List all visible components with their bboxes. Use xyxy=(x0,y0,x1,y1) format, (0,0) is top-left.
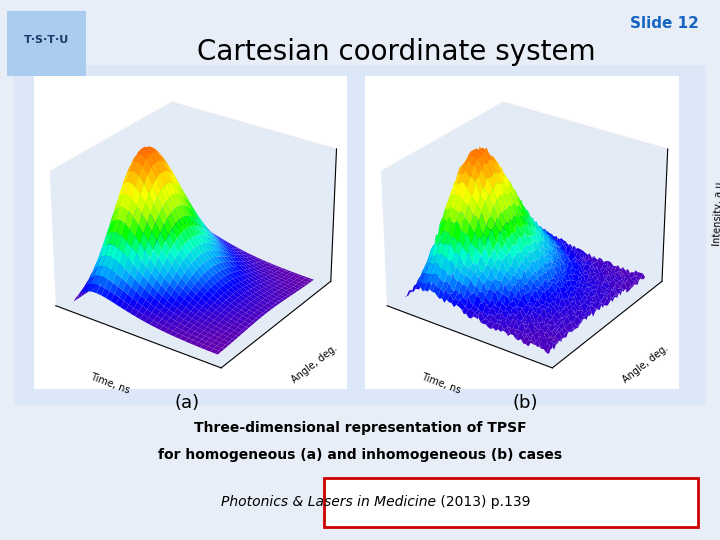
Text: Cartesian coordinate system: Cartesian coordinate system xyxy=(197,38,595,66)
Text: (2013) p.139: (2013) p.139 xyxy=(436,495,531,509)
Text: Three-dimensional representation of TPSF: Three-dimensional representation of TPSF xyxy=(194,421,526,435)
FancyBboxPatch shape xyxy=(14,65,706,405)
X-axis label: Time, ns: Time, ns xyxy=(89,372,131,395)
FancyBboxPatch shape xyxy=(324,478,698,526)
Y-axis label: Angle, deg.: Angle, deg. xyxy=(289,342,339,384)
Text: (b): (b) xyxy=(513,394,539,412)
Text: T·S·T·U: T·S·T·U xyxy=(24,35,69,45)
X-axis label: Time, ns: Time, ns xyxy=(420,372,462,395)
Text: Photonics & Lasers in Medicine: Photonics & Lasers in Medicine xyxy=(221,495,436,509)
Text: for homogeneous (a) and inhomogeneous (b) cases: for homogeneous (a) and inhomogeneous (b… xyxy=(158,448,562,462)
Text: Slide 12: Slide 12 xyxy=(629,16,698,31)
FancyBboxPatch shape xyxy=(4,8,91,79)
Y-axis label: Angle, deg.: Angle, deg. xyxy=(621,342,670,384)
Text: (a): (a) xyxy=(175,394,199,412)
